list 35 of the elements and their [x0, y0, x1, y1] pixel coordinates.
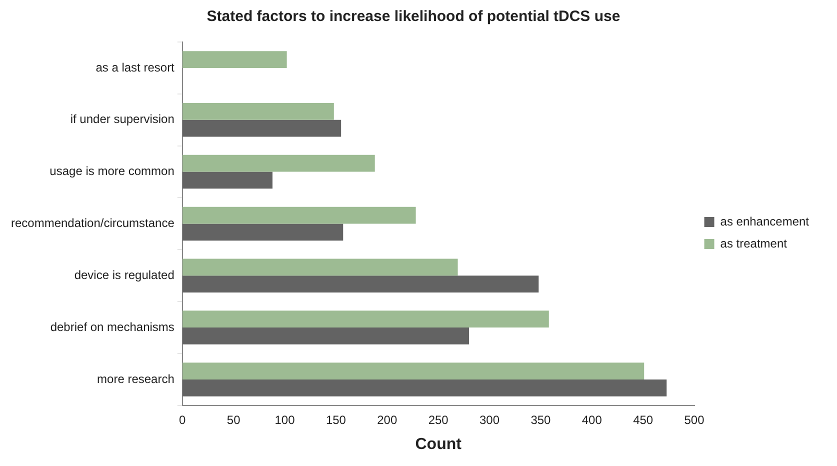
x-tick-label: 100: [274, 412, 296, 427]
bar: [182, 379, 667, 396]
x-tick-label: 50: [226, 412, 241, 427]
y-tick-label: usage is more common: [50, 164, 174, 178]
x-tick-label: 500: [684, 412, 705, 427]
bar: [182, 206, 416, 224]
bar: [182, 328, 470, 344]
x-tick-label: 200: [377, 412, 398, 427]
x-tick-label: 350: [530, 412, 552, 427]
bar: [182, 258, 458, 276]
x-tick-label: 250: [428, 412, 449, 427]
bar: [182, 154, 375, 172]
legend-label: as treatment: [720, 236, 788, 250]
x-tick-label: 150: [326, 412, 346, 427]
y-tick-label: more research: [97, 372, 174, 386]
bar: [182, 362, 644, 380]
x-tick-label: 400: [582, 412, 602, 427]
x-tick-label: 450: [633, 412, 654, 427]
legend-label: as enhancement: [720, 214, 810, 228]
y-tick-label: device is regulated: [74, 268, 174, 282]
chart-title: Stated factors to increase likelihood of potential tDCS use: [206, 8, 620, 26]
bar: [182, 172, 272, 189]
x-tick-label: 300: [480, 412, 500, 427]
bar: [182, 120, 342, 137]
x-axis-title: Count: [415, 436, 462, 453]
y-tick-label: as a last resort: [96, 60, 176, 74]
y-tick-label: if under supervision: [70, 112, 174, 126]
y-tick-label: recommendation/circumstance: [10, 216, 175, 230]
y-tick-label: debrief on mechanisms: [50, 320, 174, 334]
bar: [182, 51, 287, 68]
bar: [182, 103, 334, 120]
bar: [182, 224, 344, 241]
bar: [182, 276, 539, 292]
bar: [182, 310, 549, 328]
x-tick-label: 0: [179, 412, 186, 427]
